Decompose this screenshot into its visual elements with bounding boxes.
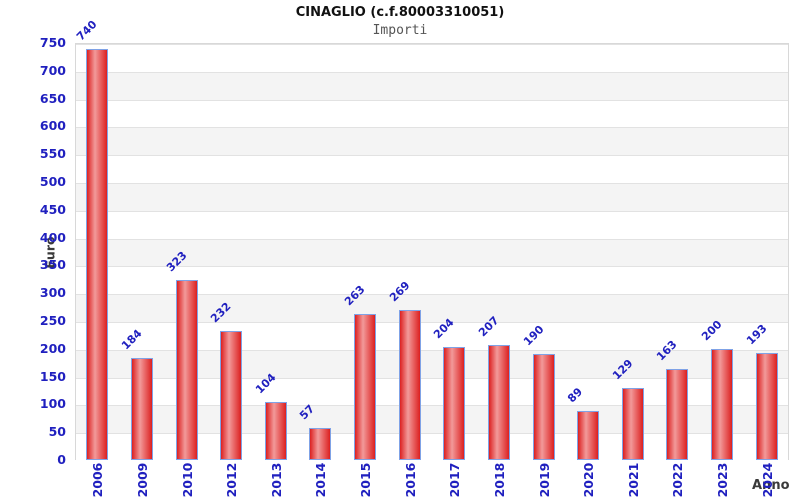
y-tick-label: 750: [39, 35, 66, 50]
x-tick-label: 2009: [134, 462, 150, 498]
grid-band: [76, 99, 788, 128]
x-tick-label: 2024: [759, 462, 775, 498]
grid-band: [76, 127, 788, 156]
y-tick-label: 400: [39, 229, 66, 245]
bar: [86, 48, 109, 460]
x-tick-label: 2012: [223, 462, 239, 498]
bar: [532, 354, 555, 460]
y-tick-label: 600: [39, 118, 66, 134]
chart-title: CINAGLIO (c.f.80003310051): [295, 5, 505, 20]
x-tick-label: 2015: [357, 462, 373, 498]
bar: [755, 352, 778, 460]
bar: [354, 313, 377, 460]
bar: [264, 402, 287, 460]
y-tick-label: 500: [39, 174, 66, 189]
y-tick-label: 700: [39, 62, 66, 78]
y-tick-label: 200: [39, 340, 66, 356]
bar: [487, 344, 510, 460]
bar: [577, 410, 600, 460]
y-tick-label: 550: [39, 146, 66, 162]
x-tick-label: 2016: [402, 462, 418, 498]
chart-subtitle: Importi: [372, 23, 428, 38]
bar: [220, 331, 243, 460]
grid-band: [76, 238, 788, 267]
y-tick-label: 100: [39, 396, 66, 412]
y-tick-label: 650: [39, 90, 66, 106]
x-tick-label: 2023: [714, 462, 730, 498]
x-tick-label: 2021: [625, 462, 641, 498]
bar: [621, 388, 644, 460]
x-tick-label: 2022: [669, 462, 685, 498]
x-axis-title: Anno: [752, 478, 790, 493]
x-tick-label: 2014: [312, 462, 328, 498]
y-tick-label: 300: [39, 285, 66, 301]
bar: [130, 357, 153, 460]
grid-band: [76, 155, 788, 183]
bar: [711, 348, 734, 460]
grid-band: [76, 44, 788, 72]
x-tick-label: 2010: [179, 462, 195, 498]
grid-band: [76, 210, 788, 239]
x-tick-label: 2013: [268, 462, 284, 498]
x-tick-label: 2006: [89, 462, 105, 498]
x-tick-label: 2019: [536, 462, 552, 498]
grid-band: [76, 183, 788, 211]
bar: [398, 310, 421, 460]
bar: [443, 346, 466, 460]
y-tick-label: 0: [57, 452, 66, 467]
bar: [666, 369, 689, 460]
grid-band: [76, 71, 788, 100]
bar: [309, 428, 332, 460]
x-tick-label: 2020: [580, 462, 596, 498]
bar-value-label: 740: [74, 17, 100, 43]
y-tick-label: 250: [39, 313, 66, 328]
x-tick-label: 2018: [491, 462, 507, 498]
x-tick-label: 2017: [446, 462, 462, 498]
y-tick-label: 50: [48, 424, 66, 440]
y-tick-label: 450: [39, 201, 66, 217]
bar: [175, 280, 198, 460]
y-tick-label: 150: [39, 368, 66, 384]
y-tick-label: 350: [39, 257, 66, 273]
